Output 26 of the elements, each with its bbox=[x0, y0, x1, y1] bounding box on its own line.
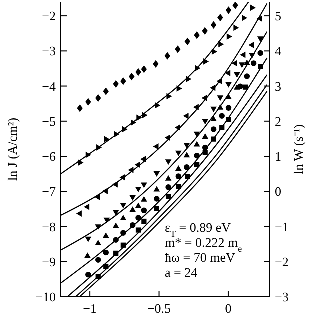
y2-tick-label: 3 bbox=[275, 78, 282, 94]
y-tick-label: −5 bbox=[42, 114, 56, 129]
y2-tick-label: 2 bbox=[275, 114, 282, 129]
annotation: a = 24 bbox=[165, 265, 198, 280]
annotation: ε$_{T}$ = 0.89 eV bbox=[165, 220, 232, 239]
y2-tick-label: −2 bbox=[275, 254, 289, 270]
y-tick-label: −8 bbox=[42, 219, 56, 234]
y2-tick-label: −1 bbox=[275, 219, 289, 234]
y-axis-title: ln J (A/cm²) bbox=[5, 118, 20, 182]
x-tick-label: −0.5 bbox=[147, 301, 172, 316]
y-tick-label: −6 bbox=[42, 149, 56, 164]
y2-tick-label: 5 bbox=[275, 8, 282, 24]
y2-axis-title: ln W (s⁻¹) bbox=[291, 124, 306, 175]
x-tick-label: −1 bbox=[83, 301, 97, 316]
annotation: ħω = 70 meV bbox=[165, 250, 236, 265]
y-tick-label: −4 bbox=[42, 78, 56, 94]
y-tick-label: −10 bbox=[36, 290, 56, 305]
y2-tick-label: 4 bbox=[275, 44, 282, 59]
y-tick-label: −3 bbox=[42, 44, 56, 59]
y-tick-label: −7 bbox=[42, 184, 56, 200]
y-tick-label: −2 bbox=[42, 8, 56, 24]
y2-tick-label: 1 bbox=[275, 149, 282, 164]
y2-tick-label: 0 bbox=[275, 184, 282, 200]
y-tick-label: −9 bbox=[42, 254, 56, 270]
x-tick-label: 0 bbox=[225, 301, 232, 316]
y2-tick-label: −3 bbox=[275, 290, 289, 305]
